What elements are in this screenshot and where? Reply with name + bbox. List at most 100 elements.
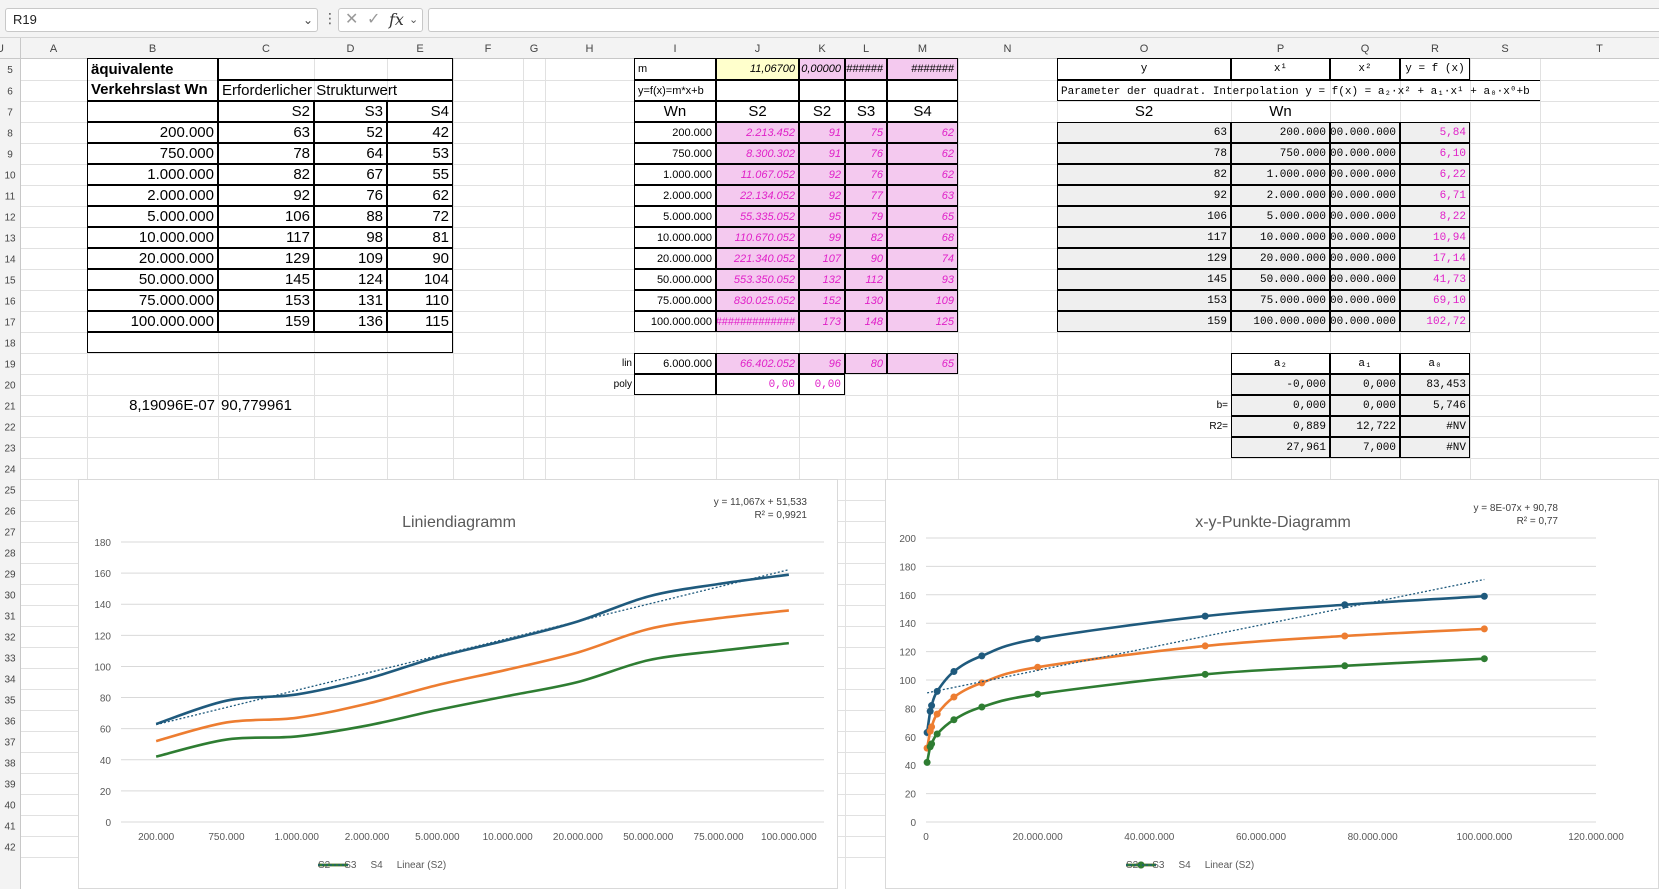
row-header[interactable]: 19 xyxy=(4,360,16,371)
table-cell[interactable]: 153 xyxy=(218,290,314,311)
cell[interactable]: 130 xyxy=(845,290,887,311)
cell[interactable]: 20.000.000 xyxy=(634,248,716,269)
spreadsheet-grid[interactable]: ABCDEFGHIJKLMNOPQRSTU5678910111213141516… xyxy=(0,38,1659,889)
cancel-icon[interactable]: ✕ xyxy=(345,11,359,28)
table-cell[interactable]: 81 xyxy=(387,227,453,248)
column-header[interactable]: I xyxy=(673,43,676,55)
column-header[interactable]: M xyxy=(918,43,927,55)
cell[interactable]: 50.000.000 xyxy=(1231,269,1330,290)
table-cell[interactable]: 2.000.000 xyxy=(87,185,218,206)
more-icon[interactable]: ⋮ xyxy=(323,10,337,26)
cell[interactable]: 22.134.052 xyxy=(716,185,799,206)
column-label[interactable]: S2 xyxy=(218,101,314,122)
column-label[interactable]: x² xyxy=(1330,58,1400,80)
chevron-down-icon[interactable]: ⌄ xyxy=(302,13,313,27)
table-cell[interactable]: 55 xyxy=(387,164,453,185)
cell[interactable]: 11,06700 xyxy=(716,58,799,80)
column-label[interactable]: S4 xyxy=(387,101,453,122)
row-header[interactable]: 14 xyxy=(4,255,16,266)
column-header[interactable]: N xyxy=(1004,43,1012,55)
cell[interactable]: 10.000.000 xyxy=(1231,227,1330,248)
cell[interactable]: 2.000.000 xyxy=(634,185,716,206)
row-header[interactable]: 37 xyxy=(4,738,16,749)
cell[interactable]: S2 xyxy=(1134,103,1154,120)
cell[interactable]: 66.402.052 xyxy=(716,353,799,374)
row-header[interactable]: 32 xyxy=(4,633,16,644)
cell[interactable]: 106 xyxy=(1057,206,1231,227)
table-cell[interactable]: 110 xyxy=(387,290,453,311)
row-header[interactable]: 39 xyxy=(4,780,16,791)
cell[interactable]: 12,722 xyxy=(1330,416,1400,437)
line-chart[interactable]: 0 20 40 60 80 100 120 140 160 180 200.000 750.000 1.… xyxy=(78,479,838,889)
table-cell[interactable]: 78 xyxy=(218,143,314,164)
cell[interactable]: 92 xyxy=(799,164,845,185)
row-header[interactable]: 10 xyxy=(4,171,16,182)
cell[interactable]: 0,000 xyxy=(1330,395,1400,416)
cell[interactable]: 2.000.000 xyxy=(1231,185,1330,206)
cell[interactable]: 750.000 xyxy=(634,143,716,164)
column-label[interactable]: x¹ xyxy=(1231,58,1330,80)
row-header[interactable]: 28 xyxy=(4,549,16,560)
table-cell[interactable]: 100.000.000 xyxy=(87,311,218,332)
cell[interactable] xyxy=(634,374,716,395)
column-header[interactable]: R xyxy=(1431,43,1439,55)
cell[interactable]: 173 xyxy=(799,311,845,332)
cell[interactable]: 5.000.000 xyxy=(634,206,716,227)
cell[interactable]: 76 xyxy=(845,143,887,164)
cell[interactable]: 92 xyxy=(799,185,845,206)
cell[interactable]: 0,000 xyxy=(1330,374,1400,395)
cell[interactable]: 10.000.000 xyxy=(634,227,716,248)
cell[interactable]: 93 xyxy=(887,269,958,290)
row-header[interactable]: 11 xyxy=(5,192,16,203)
row-header[interactable]: 23 xyxy=(4,444,16,455)
cell[interactable]: 95 xyxy=(799,206,845,227)
cell[interactable]: 91 xyxy=(799,122,845,143)
table-cell[interactable]: 42 xyxy=(387,122,453,143)
column-header[interactable]: P xyxy=(1277,43,1284,55)
column-label[interactable]: S2 xyxy=(799,101,845,122)
cell[interactable]: 40.000.000.000 xyxy=(1330,122,1400,143)
cell[interactable]: 65 xyxy=(887,206,958,227)
cell[interactable]: b= xyxy=(1216,400,1228,411)
cell[interactable]: 0,889 xyxy=(1231,416,1330,437)
cell[interactable]: 2.500.000.000.000.000 xyxy=(1330,269,1400,290)
cell[interactable]: 91 xyxy=(799,143,845,164)
row-header[interactable]: 13 xyxy=(4,234,16,245)
row-header[interactable]: 9 xyxy=(7,150,13,161)
row-header[interactable]: 15 xyxy=(4,276,16,287)
chevron-down-icon[interactable]: ⌄ xyxy=(409,14,419,26)
cell[interactable]: 132 xyxy=(799,269,845,290)
cell[interactable]: 99 xyxy=(799,227,845,248)
table-cell[interactable]: 117 xyxy=(218,227,314,248)
cell[interactable]: 8.300.302 xyxy=(716,143,799,164)
column-header[interactable]: F xyxy=(485,43,492,55)
cell[interactable]: 50.000.000 xyxy=(634,269,716,290)
cell[interactable]: 20.000.000 xyxy=(1231,248,1330,269)
function-icon[interactable]: fx xyxy=(389,10,404,29)
row-header[interactable]: 30 xyxy=(4,591,16,602)
table-cell[interactable]: 63 xyxy=(218,122,314,143)
cell[interactable]: 112 xyxy=(845,269,887,290)
cell[interactable]: 221.340.052 xyxy=(716,248,799,269)
cell[interactable]: lin xyxy=(621,358,632,369)
table-cell[interactable]: 136 xyxy=(314,311,387,332)
cell[interactable]: 110.670.052 xyxy=(716,227,799,248)
cell[interactable]: 159 xyxy=(1057,311,1231,332)
row-header[interactable]: 5 xyxy=(7,65,13,76)
cell[interactable]: 562.500.000.000 xyxy=(1330,143,1400,164)
cell[interactable]: 69,10 xyxy=(1400,290,1470,311)
cell[interactable]: #NV xyxy=(1400,416,1470,437)
formula-input[interactable] xyxy=(428,8,1659,32)
cell[interactable]: 76 xyxy=(845,164,887,185)
table-cell[interactable]: 75.000.000 xyxy=(87,290,218,311)
table-title[interactable]: äquivalente Verkehrslast Wn xyxy=(87,58,218,101)
column-header[interactable]: S xyxy=(1501,43,1508,55)
cell[interactable]: 96 xyxy=(799,353,845,374)
row-header[interactable]: 6 xyxy=(7,87,13,98)
table-cell[interactable]: 90 xyxy=(387,248,453,269)
column-header[interactable]: G xyxy=(530,43,539,55)
table-cell[interactable]: 106 xyxy=(218,206,314,227)
cell[interactable] xyxy=(845,80,887,101)
row-header[interactable]: 21 xyxy=(4,402,16,413)
cell[interactable]: 75.000.000 xyxy=(634,290,716,311)
